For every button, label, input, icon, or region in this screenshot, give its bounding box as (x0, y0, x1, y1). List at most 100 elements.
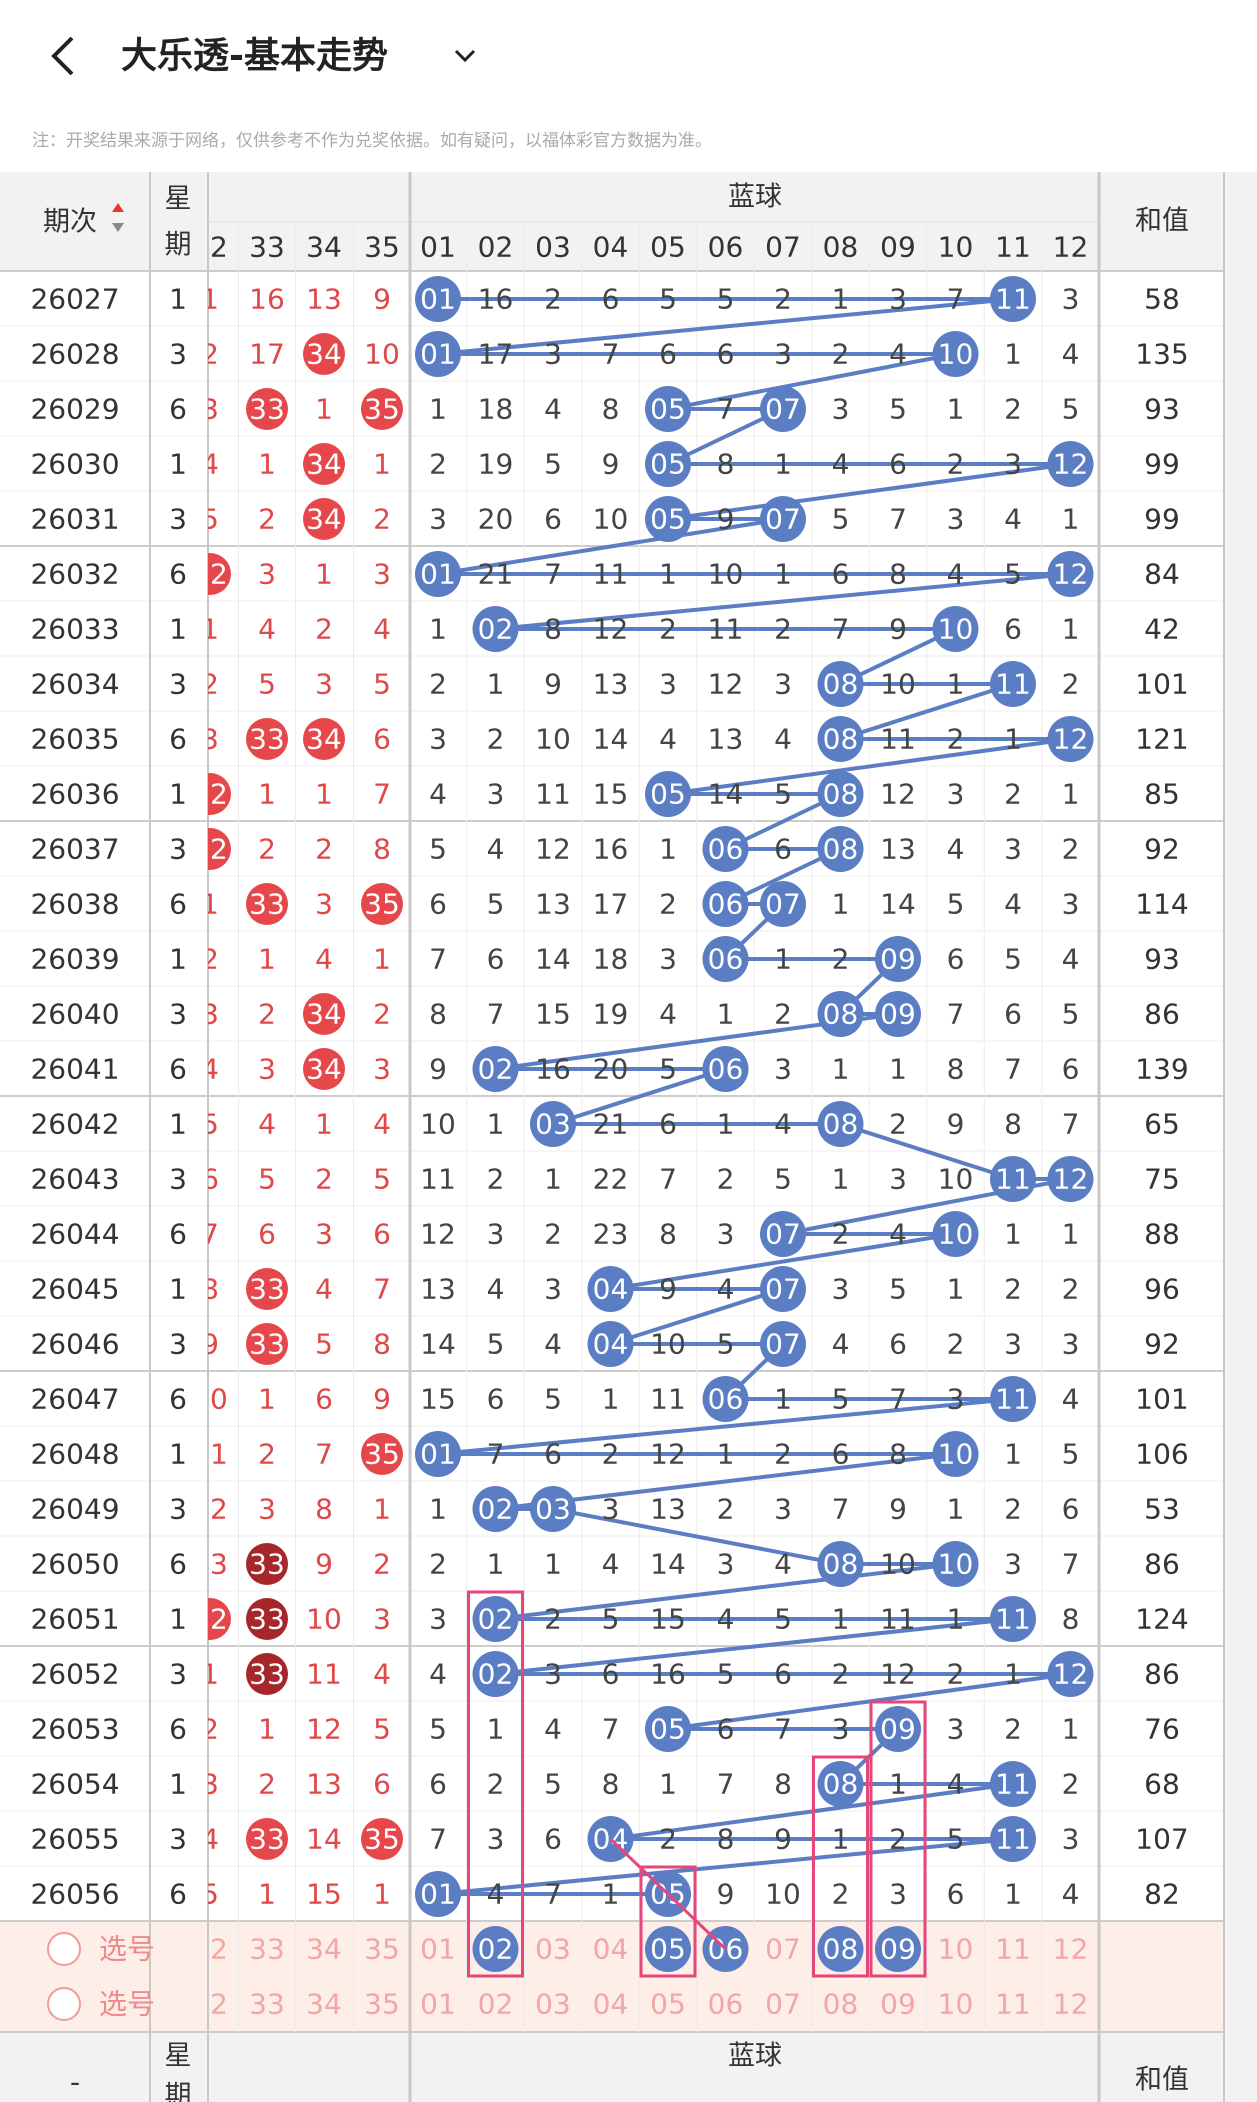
blue-miss: 3 (832, 1273, 850, 1306)
red-miss: 10 (364, 338, 400, 371)
highlight-line (609, 1837, 727, 1951)
select-radio[interactable] (47, 1987, 81, 2021)
red-miss: 2 (258, 1438, 276, 1471)
sum: 101 (1135, 668, 1188, 701)
select-blue[interactable]: 02 (478, 1933, 514, 1966)
blue-ball (817, 1761, 864, 1807)
blue-ball (990, 1376, 1036, 1422)
blue-ball-number: 03 (535, 1108, 571, 1141)
blue-miss: 5 (774, 1163, 792, 1196)
select-blue[interactable]: 07 (765, 1988, 801, 2021)
sum: 85 (1144, 778, 1180, 811)
title-dropdown[interactable] (454, 49, 476, 63)
select-blue[interactable]: 09 (880, 1933, 916, 1966)
blue-miss: 11 (420, 1163, 456, 1196)
select-blue[interactable]: 10 (938, 1988, 974, 2021)
selected-ball[interactable] (817, 1926, 864, 1972)
blue-ball-number: 02 (478, 1658, 514, 1691)
select-blue[interactable]: 11 (995, 1988, 1031, 2021)
sum: 107 (1135, 1823, 1188, 1856)
select-blue[interactable]: 08 (823, 1933, 859, 1966)
select-red[interactable]: 32 (192, 1933, 228, 1966)
blue-miss: 1 (832, 1603, 850, 1636)
select-blue[interactable]: 03 (535, 1933, 571, 1966)
blue-miss: 7 (1062, 1548, 1080, 1581)
select-blue[interactable]: 06 (708, 1988, 744, 2021)
select-red[interactable]: 33 (249, 1988, 285, 2021)
blue-miss: 6 (602, 1658, 620, 1691)
blue-ball (415, 1871, 461, 1917)
blue-miss: 2 (774, 283, 792, 316)
blue-miss: 1 (544, 1163, 562, 1196)
period: 26042 (30, 1108, 119, 1141)
blue-miss: 18 (593, 943, 629, 976)
blue-miss: 5 (947, 888, 965, 921)
red-ball-number: 33 (249, 1328, 285, 1361)
sum: 139 (1135, 1053, 1188, 1086)
red-ball-number: 34 (306, 723, 342, 756)
blue-miss: 8 (602, 1768, 620, 1801)
select-blue[interactable]: 12 (1053, 1988, 1089, 2021)
select-blue[interactable]: 02 (478, 1988, 514, 2021)
select-blue[interactable]: 04 (593, 1933, 629, 1966)
blue-miss: 2 (717, 1493, 735, 1526)
select-blue[interactable]: 11 (995, 1933, 1031, 1966)
blue-ball-number: 06 (708, 1383, 744, 1416)
select-blue[interactable]: 01 (420, 1988, 456, 2021)
weekday: 3 (169, 1658, 187, 1691)
select-red[interactable]: 33 (249, 1933, 285, 1966)
blue-ball (817, 991, 864, 1037)
select-blue[interactable]: 05 (650, 1933, 686, 1966)
red-miss: 2 (258, 503, 276, 536)
red-miss: 5 (201, 1878, 219, 1911)
blue-miss: 8 (1062, 1603, 1080, 1636)
blue-ball-number: 02 (478, 1493, 514, 1526)
blue-miss: 5 (1062, 393, 1080, 426)
select-red[interactable]: 35 (364, 1988, 400, 2021)
footer-sum: 和值 (1135, 2065, 1189, 2096)
blue-miss: 12 (650, 1438, 686, 1471)
select-blue[interactable]: 10 (938, 1933, 974, 1966)
blue-miss: 7 (889, 1383, 907, 1416)
select-blue[interactable]: 01 (420, 1933, 456, 1966)
select-red[interactable]: 34 (306, 1933, 342, 1966)
select-red[interactable]: 32 (192, 1988, 228, 2021)
select-radio[interactable] (47, 1932, 81, 1966)
red-miss: 1 (258, 1878, 276, 1911)
sort-down[interactable] (112, 223, 124, 232)
blue-miss: 21 (593, 1108, 629, 1141)
sum: 106 (1135, 1438, 1188, 1471)
sum: 65 (1144, 1108, 1180, 1141)
red-miss: 3 (315, 888, 333, 921)
select-blue[interactable]: 03 (535, 1988, 571, 2021)
blue-ball (645, 1706, 691, 1752)
weekday: 3 (169, 503, 187, 536)
selected-ball[interactable] (875, 1926, 921, 1972)
select-blue[interactable]: 09 (880, 1988, 916, 2021)
sum: 93 (1144, 943, 1180, 976)
select-blue[interactable]: 05 (650, 1988, 686, 2021)
blue-miss: 5 (717, 1658, 735, 1691)
selected-ball[interactable] (645, 1926, 691, 1972)
blue-miss: 7 (487, 998, 505, 1031)
blue-miss: 3 (832, 1713, 850, 1746)
red-miss: 2 (315, 613, 333, 646)
blue-miss: 12 (708, 668, 744, 701)
select-blue[interactable]: 08 (823, 1988, 859, 2021)
back-button[interactable] (51, 36, 74, 76)
blue-ball-number: 07 (765, 1328, 801, 1361)
highlight-box (812, 1755, 869, 1978)
select-blue[interactable]: 04 (593, 1988, 629, 2021)
select-blue[interactable]: 12 (1053, 1933, 1089, 1966)
sort-up[interactable] (112, 203, 124, 212)
select-red[interactable]: 34 (306, 1988, 342, 2021)
select-blue[interactable]: 07 (765, 1933, 801, 1966)
select-red[interactable]: 35 (364, 1933, 400, 1966)
red-miss: 4 (373, 1658, 391, 1691)
blue-ball (932, 606, 979, 652)
selected-ball[interactable] (472, 1926, 519, 1972)
blue-miss: 22 (593, 1163, 629, 1196)
blue-miss: 3 (1004, 833, 1022, 866)
weekday: 6 (169, 1218, 187, 1251)
blue-miss: 6 (889, 1328, 907, 1361)
